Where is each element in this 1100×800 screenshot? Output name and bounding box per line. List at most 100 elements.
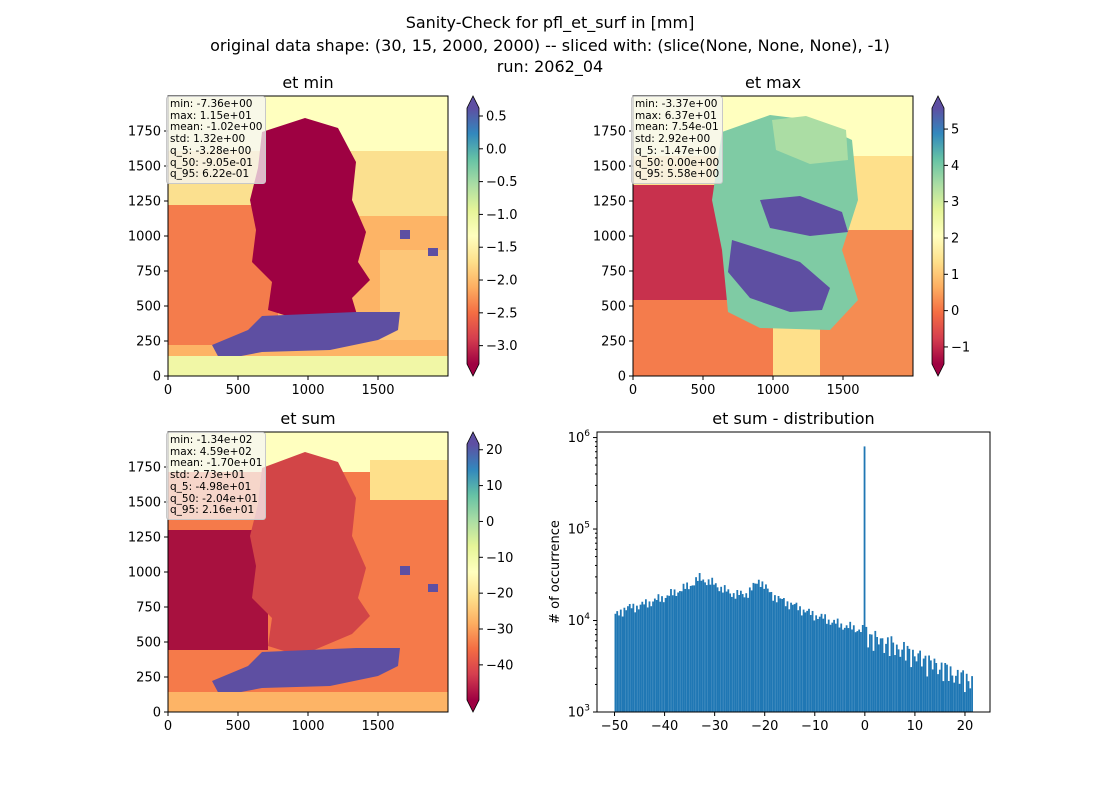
- histogram-bar: [714, 583, 717, 712]
- histogram-bar: [691, 585, 694, 712]
- histogram-bar: [686, 582, 689, 712]
- y-tick-label: 0: [618, 370, 626, 385]
- histogram-ylabel: # of occurrence: [548, 520, 563, 624]
- colorbar-extend-low: [467, 700, 479, 712]
- panel-title-0: et min: [282, 73, 333, 92]
- histogram-bar: [831, 622, 834, 712]
- histogram-bar: [883, 652, 886, 712]
- histogram-bar: [829, 624, 832, 712]
- x-tick-label: 0: [164, 719, 172, 734]
- histogram-bar: [808, 608, 810, 712]
- histogram-bar: [854, 632, 857, 712]
- histogram-bar: [668, 595, 671, 712]
- histogram-bar: [772, 600, 775, 712]
- histogram-bar: [793, 604, 796, 712]
- colorbar-tick-label: 2: [951, 231, 959, 246]
- histogram-bar: [621, 616, 624, 712]
- histogram-bar: [838, 627, 841, 712]
- x-tick-label: 1500: [361, 383, 394, 398]
- histogram-bar: [716, 587, 719, 712]
- histogram-bar: [876, 636, 878, 712]
- histogram-bar: [736, 590, 739, 712]
- colorbar-2: [467, 444, 479, 700]
- histogram-bar: [870, 634, 873, 712]
- histogram-bar: [650, 606, 653, 712]
- histogram-bar: [935, 663, 938, 712]
- histogram-bar: [696, 580, 699, 712]
- histogram-bar: [768, 592, 771, 712]
- histogram-bar: [877, 644, 880, 712]
- histogram-bar: [777, 596, 780, 712]
- histogram-et-sum: [596, 431, 991, 713]
- y-tick-label: 250: [136, 671, 161, 686]
- histogram-bar: [738, 595, 740, 712]
- histogram-bar: [795, 602, 798, 712]
- histogram-bar: [858, 629, 861, 712]
- histogram-bar: [901, 649, 904, 712]
- colorbar-tick-label: −1.0: [486, 208, 518, 223]
- histogram-bar: [964, 692, 966, 712]
- colorbar-1: [932, 108, 944, 364]
- histogram-bar: [797, 610, 800, 712]
- histogram-bar: [748, 587, 751, 712]
- histogram-bar: [616, 611, 619, 712]
- y-tick-label: 750: [136, 601, 161, 616]
- histogram-bar: [908, 648, 911, 712]
- histogram-bar: [734, 598, 737, 712]
- y-tick-label: 250: [136, 335, 161, 350]
- histogram-bar: [913, 656, 916, 712]
- histogram-bar: [836, 618, 839, 712]
- y-tick-label: 1500: [593, 160, 626, 175]
- histogram-bar: [722, 592, 724, 712]
- y-tick-label: 250: [601, 335, 626, 350]
- histogram-bar: [761, 581, 764, 712]
- histogram-bar: [815, 615, 818, 712]
- histogram-bar: [700, 580, 703, 712]
- histogram-bar: [709, 584, 712, 712]
- histogram-bar: [705, 585, 708, 712]
- x-tick-label: 10: [907, 719, 924, 734]
- histogram-bar: [969, 688, 972, 712]
- x-tick-label: −20: [751, 719, 778, 734]
- histogram-bar: [879, 638, 882, 712]
- histogram-bar: [938, 669, 941, 712]
- histogram-bar: [639, 604, 642, 712]
- colorbar-tick-label: 20: [486, 443, 503, 458]
- histogram-bar: [827, 619, 830, 712]
- histogram-bar: [915, 661, 918, 712]
- histogram-bar: [614, 613, 617, 712]
- histogram-bar: [646, 607, 649, 712]
- histogram-bar: [960, 672, 963, 712]
- histogram-bar: [684, 588, 687, 712]
- colorbar-tick-label: −20: [486, 587, 513, 602]
- stats-box-et-max: min: -3.37e+00 max: 6.37e+01 mean: 7.54e…: [631, 96, 724, 184]
- colorbar-tick-label: −0.5: [486, 175, 518, 190]
- x-tick-label: 1500: [826, 383, 859, 398]
- histogram-bar: [729, 593, 732, 712]
- histogram-bar: [919, 650, 922, 712]
- y-tick-label: 500: [136, 300, 161, 315]
- histogram-bar: [940, 662, 943, 712]
- histogram-bar: [813, 620, 816, 712]
- histogram-bar: [643, 604, 645, 712]
- x-tick-label: 500: [226, 719, 251, 734]
- histogram-bar: [774, 595, 776, 712]
- y-tick-label: 1250: [593, 195, 626, 210]
- histogram-bar: [806, 610, 809, 712]
- histogram-bar: [903, 641, 905, 712]
- histogram-bar: [786, 601, 789, 712]
- colorbar-0: [467, 108, 479, 364]
- x-tick-label: 1000: [291, 383, 324, 398]
- y-tick-label: 1000: [593, 230, 626, 245]
- histogram-bar: [707, 579, 710, 712]
- histogram-bar: [781, 598, 783, 712]
- histogram-bar: [625, 610, 628, 712]
- histogram-bar: [689, 585, 692, 712]
- histogram-bar: [766, 588, 769, 712]
- histogram-bar: [788, 609, 791, 712]
- histogram-bar: [790, 602, 792, 712]
- histogram-bar: [679, 591, 681, 712]
- y-tick-label: 1500: [128, 160, 161, 175]
- histogram-bar: [944, 663, 947, 712]
